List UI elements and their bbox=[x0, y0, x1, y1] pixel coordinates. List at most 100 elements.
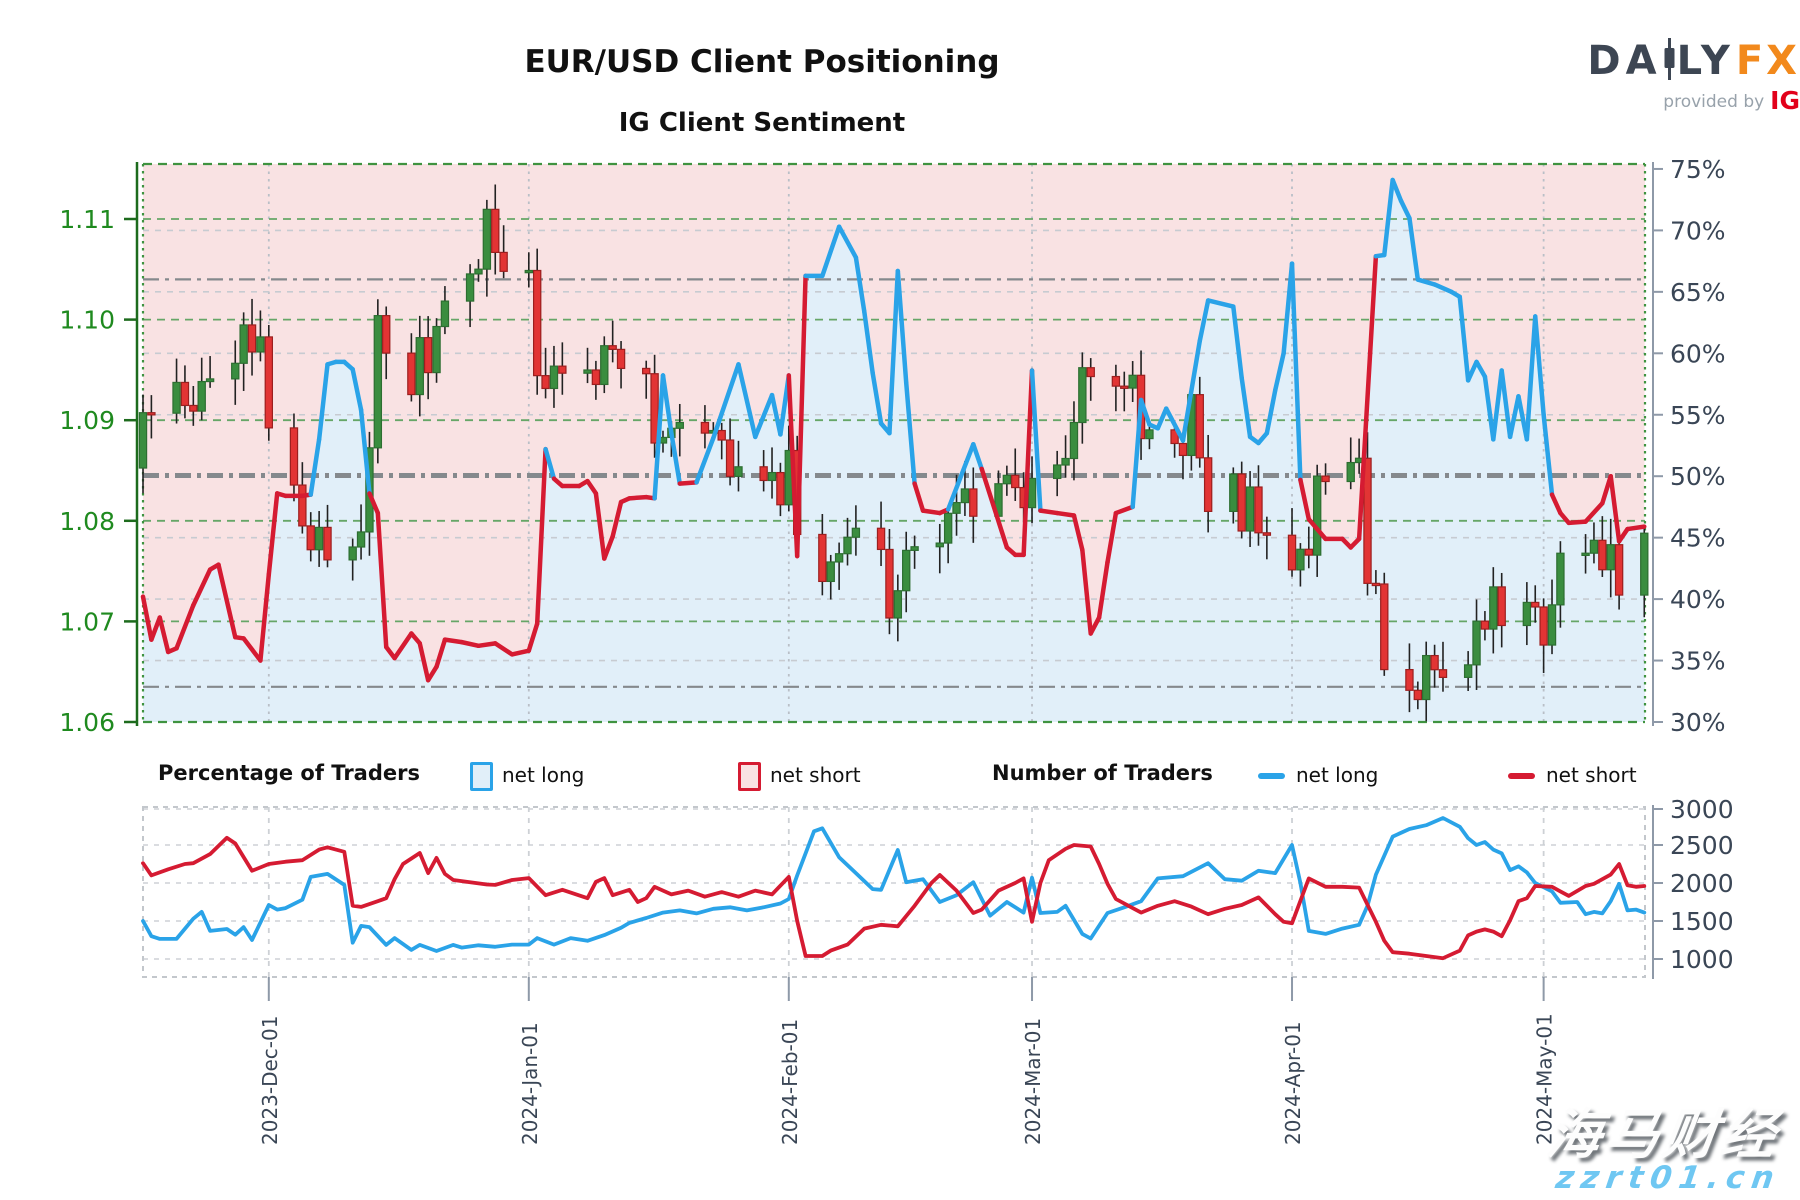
candle-body bbox=[885, 548, 894, 619]
candle-body bbox=[289, 427, 299, 486]
net-long-pct-line bbox=[1465, 359, 1479, 383]
candle-body bbox=[1178, 442, 1188, 457]
net-short-pct-line bbox=[1583, 500, 1605, 524]
candle-body bbox=[239, 324, 248, 364]
candle-body bbox=[474, 268, 483, 275]
candle-body bbox=[1472, 620, 1481, 666]
net-short-pct-line bbox=[1054, 510, 1077, 518]
candle-body bbox=[1522, 601, 1532, 627]
pct-axis-label: 55% bbox=[1670, 401, 1726, 430]
net-short-pct-line bbox=[677, 480, 699, 486]
price-axis-label: 1.11 bbox=[59, 205, 115, 234]
candle-body bbox=[524, 269, 534, 274]
legend-num-netlong-label: net long bbox=[1296, 763, 1379, 787]
candle-body bbox=[1380, 583, 1389, 671]
candle-body bbox=[818, 533, 827, 583]
net-long-pct-line bbox=[870, 370, 884, 426]
candle-body bbox=[1069, 421, 1079, 460]
net-short-pct-line bbox=[392, 631, 414, 661]
legend-num-netshort-label: net short bbox=[1546, 763, 1637, 787]
net-short-pct-line bbox=[241, 636, 263, 663]
net-long-pct-line bbox=[1264, 387, 1278, 436]
net-long-pct-line bbox=[1163, 406, 1186, 443]
net-short-pct-line bbox=[375, 510, 389, 650]
candle-body bbox=[348, 546, 357, 561]
candle-body bbox=[482, 208, 492, 270]
candle-body bbox=[1363, 457, 1372, 584]
candle-body bbox=[1195, 394, 1204, 459]
legend-num-netlong-swatch bbox=[1258, 773, 1285, 779]
net-short-pct-line bbox=[191, 567, 213, 608]
net-long-pct-line bbox=[358, 407, 372, 496]
candle-body bbox=[1229, 473, 1238, 512]
net-long-pct-line bbox=[1482, 374, 1496, 442]
net-short-pct-line bbox=[1616, 526, 1630, 544]
net-short-pct-line bbox=[266, 491, 280, 577]
candle-body bbox=[1262, 532, 1272, 536]
watermark-url: zzrt01.cn bbox=[1553, 1160, 1784, 1196]
net-long-pct-line bbox=[1239, 375, 1253, 440]
candle-body bbox=[1002, 474, 1012, 485]
candle-body bbox=[256, 336, 265, 353]
candle-body bbox=[1312, 475, 1322, 556]
candle-body bbox=[583, 369, 592, 374]
candle-body bbox=[1531, 601, 1540, 608]
legend-pct-title: Percentage of Traders bbox=[158, 761, 420, 785]
candle-body bbox=[1203, 457, 1213, 512]
candle-body bbox=[759, 466, 768, 482]
price-axis-label: 1.09 bbox=[59, 406, 115, 435]
candle-body bbox=[1170, 429, 1179, 445]
candle-body bbox=[650, 373, 659, 444]
ig-logo: IG bbox=[1770, 86, 1800, 115]
candle-body bbox=[1497, 586, 1506, 627]
candle-body bbox=[1547, 604, 1557, 646]
net-short-pct-line bbox=[1113, 504, 1135, 516]
candle-body bbox=[1430, 654, 1439, 671]
candle-body bbox=[423, 337, 433, 374]
net-long-pct-line bbox=[1289, 261, 1303, 483]
net-short-pct-line bbox=[979, 466, 1010, 550]
candle-body bbox=[1614, 544, 1624, 596]
candle-body bbox=[876, 527, 886, 551]
candle-body bbox=[264, 336, 274, 429]
net-long-pct-line bbox=[836, 224, 859, 260]
net-short-pct-line bbox=[1356, 253, 1379, 542]
net-short-pct-line bbox=[920, 508, 943, 516]
candle-body bbox=[1589, 539, 1599, 554]
candle-body bbox=[172, 381, 181, 414]
net-long-pct-line bbox=[1390, 177, 1404, 204]
price-axis-label: 1.07 bbox=[59, 607, 115, 636]
date-axis-label: 2024-Mar-01 bbox=[1021, 1018, 1045, 1145]
net-long-pct-line bbox=[736, 362, 758, 440]
candle-body bbox=[541, 375, 550, 390]
candle-body bbox=[1371, 582, 1381, 587]
candle-body bbox=[1581, 552, 1590, 557]
net-long-pct-line bbox=[1197, 298, 1211, 344]
net-long-pct-line bbox=[853, 255, 867, 314]
net-long-pct-line bbox=[753, 392, 775, 440]
net-short-pct-line bbox=[627, 494, 649, 501]
net-short-pct-line bbox=[526, 621, 540, 653]
date-axis-label: 2024-May-01 bbox=[1533, 1013, 1557, 1145]
net-long-pct-line bbox=[971, 441, 984, 472]
count-axis-label: 3000 bbox=[1670, 795, 1734, 824]
candle-body bbox=[893, 590, 903, 619]
candle-body bbox=[1245, 486, 1255, 532]
candle-body bbox=[147, 412, 156, 416]
net-long-pct-line bbox=[1138, 397, 1152, 427]
net-short-pct-line bbox=[157, 615, 171, 655]
candle-body bbox=[314, 526, 324, 551]
candle-body bbox=[1480, 620, 1490, 630]
candle-body bbox=[491, 208, 500, 253]
net-short-pct-line bbox=[1088, 615, 1102, 636]
net-long-pct-line bbox=[308, 437, 322, 497]
candle-body bbox=[1598, 539, 1607, 571]
net-short-pct-line bbox=[1080, 547, 1093, 636]
net-long-pct-line bbox=[1491, 368, 1504, 442]
net-long-pct-line bbox=[543, 446, 557, 481]
net-long-pct-line bbox=[1541, 412, 1555, 497]
net-long-pct-line bbox=[1272, 351, 1286, 393]
candle-body bbox=[1027, 477, 1037, 509]
net-short-pct-line bbox=[602, 534, 615, 561]
net-long-pct-line bbox=[1432, 282, 1454, 295]
